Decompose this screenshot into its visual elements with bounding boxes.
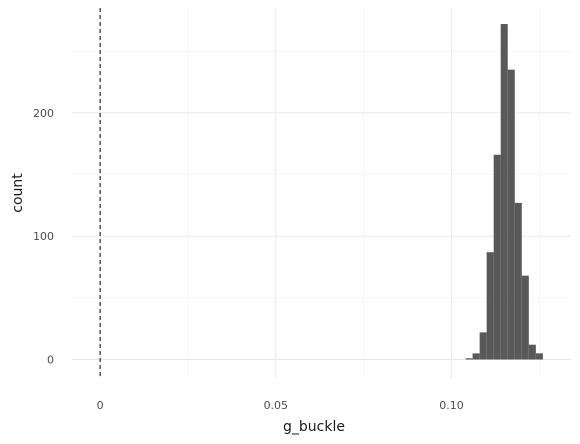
histogram-bar (507, 69, 515, 360)
x-tick-label: 0.05 (264, 399, 289, 412)
histogram-bar (479, 332, 487, 360)
histogram-bar (465, 358, 473, 360)
y-tick-labels: 0 100 200 (33, 107, 54, 367)
y-axis-title: count (10, 173, 26, 213)
x-axis-title: g_buckle (283, 419, 345, 435)
y-tick-label: 200 (33, 107, 54, 120)
histogram-bars (465, 24, 543, 360)
histogram-bar (493, 154, 501, 360)
histogram-bar (521, 275, 529, 360)
x-tick-label: 0.10 (439, 399, 464, 412)
histogram-bar (535, 353, 543, 360)
histogram-bar (486, 252, 494, 360)
x-tick-labels: 0 0.05 0.10 (97, 399, 464, 412)
histogram-bar (500, 24, 508, 360)
y-tick-label: 100 (33, 230, 54, 243)
histogram-bar (472, 353, 480, 360)
y-tick-label: 0 (47, 354, 54, 367)
x-tick-label: 0 (97, 399, 104, 412)
histogram-bar (528, 344, 536, 360)
histogram-bar (514, 202, 522, 360)
